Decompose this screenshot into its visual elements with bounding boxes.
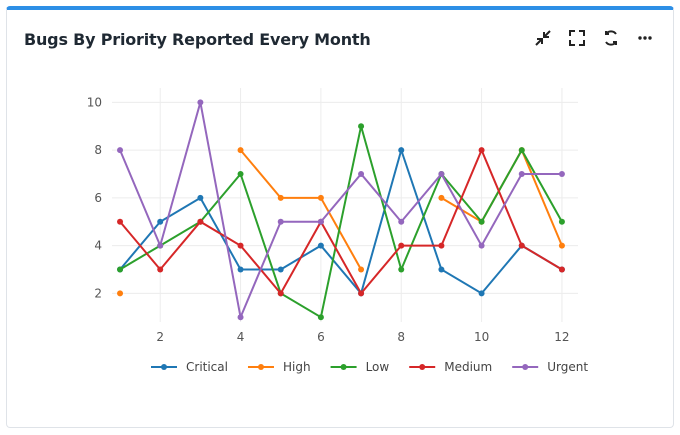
data-point [317, 314, 324, 321]
data-point [157, 242, 164, 249]
legend-item: Critical [151, 360, 228, 374]
series-critical [117, 146, 565, 297]
series-line [119, 102, 562, 321]
data-point [117, 218, 124, 225]
legend-label: High [283, 360, 311, 374]
data-point [317, 242, 324, 249]
legend-marker [419, 364, 426, 370]
legend-item: High [247, 360, 311, 374]
legend-item: Urgent [512, 360, 588, 374]
series-line [119, 125, 563, 319]
data-point [197, 99, 204, 106]
data-point [277, 194, 284, 201]
data-point [197, 218, 204, 225]
data-point [398, 147, 405, 154]
data-point [237, 242, 244, 249]
x-tick-label: 10 [474, 330, 489, 344]
y-tick-label: 8 [94, 143, 102, 157]
data-point [237, 266, 244, 273]
data-point [558, 242, 565, 249]
data-point [117, 266, 124, 273]
data-point [438, 194, 445, 201]
y-tick-label: 4 [94, 239, 102, 253]
data-point [358, 266, 365, 273]
data-point [478, 147, 485, 154]
data-point [237, 170, 244, 177]
data-point [558, 170, 565, 177]
data-point [157, 266, 164, 273]
widget-title: Bugs By Priority Reported Every Month [24, 30, 371, 49]
legend-item: Medium [409, 360, 492, 374]
data-point [117, 147, 124, 154]
data-point [518, 170, 525, 177]
x-tick-label: 4 [237, 330, 245, 344]
x-tick-label: 2 [156, 330, 164, 344]
data-point [558, 218, 565, 225]
data-point [358, 170, 365, 177]
data-point [438, 170, 445, 177]
widget-card: Bugs By Priority Reported Every Month [6, 6, 674, 428]
legend: Critical High Low Medium Urgent [151, 360, 588, 374]
data-point [317, 194, 324, 201]
data-point [558, 266, 565, 273]
series-line [119, 146, 563, 296]
data-point [317, 218, 324, 225]
data-point [358, 123, 365, 130]
data-point [277, 290, 284, 297]
data-point [157, 218, 164, 225]
legend-marker [340, 364, 347, 370]
data-point [358, 290, 365, 297]
y-tick-label: 2 [94, 286, 102, 300]
more-icon[interactable] [635, 28, 655, 48]
series-line [239, 149, 362, 270]
data-point [117, 290, 124, 297]
legend-item: Low [330, 360, 390, 374]
y-tick-label: 6 [94, 191, 102, 205]
data-point [478, 218, 485, 225]
fullscreen-icon[interactable] [567, 28, 587, 48]
series-urgent [117, 99, 565, 321]
data-point [237, 147, 244, 154]
x-tick-label: 6 [317, 330, 325, 344]
data-point [237, 314, 244, 321]
legend-label: Urgent [547, 360, 588, 374]
data-point [277, 218, 284, 225]
data-point [398, 218, 405, 225]
series-low [117, 123, 565, 321]
series-medium [117, 147, 565, 297]
legend-marker [522, 364, 529, 370]
data-point [398, 242, 405, 249]
data-point [518, 147, 525, 154]
data-point [438, 242, 445, 249]
x-tick-label: 8 [397, 330, 405, 344]
legend-label: Low [366, 360, 390, 374]
legend-label: Critical [186, 360, 228, 374]
data-point [518, 242, 525, 249]
data-point [197, 194, 204, 201]
data-point [438, 266, 445, 273]
data-point [478, 290, 485, 297]
data-point [277, 266, 284, 273]
data-point [478, 242, 485, 249]
widget-toolbar [533, 28, 655, 48]
legend-marker [257, 364, 264, 370]
legend-marker [161, 364, 167, 370]
series-line [119, 147, 563, 296]
minimize-icon[interactable] [533, 28, 553, 48]
x-tick-label: 12 [554, 330, 569, 344]
legend-label: Medium [444, 360, 492, 374]
refresh-icon[interactable] [601, 28, 621, 48]
y-tick-label: 10 [87, 95, 102, 109]
data-point [398, 266, 405, 273]
